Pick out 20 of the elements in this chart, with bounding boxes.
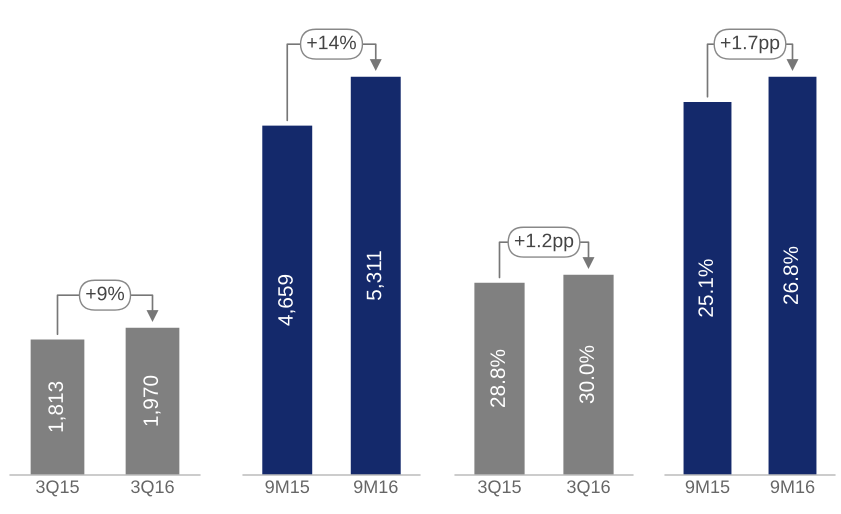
data-label: 1,970: [143, 376, 161, 426]
x-tick-label: 9M16: [770, 480, 814, 494]
text: +1.2pp: [514, 234, 574, 252]
data-label: 5,311: [366, 251, 384, 300]
x-tick-label: 9M15: [266, 480, 310, 494]
x-tick-label: 3Q15: [36, 480, 79, 496]
x-tick-label: 3Q16: [131, 480, 174, 496]
data-label: 1,813: [48, 382, 66, 432]
text: +1.7pp: [720, 36, 780, 54]
x-tick-label: 9M15: [686, 480, 730, 494]
data-label: 4,659: [278, 274, 296, 326]
data-label: 26.8%: [783, 246, 798, 304]
text: +14%: [307, 36, 356, 50]
data-label: 25.1%: [698, 259, 714, 317]
text: +9%: [86, 286, 124, 300]
x-tick-label: 3Q16: [567, 480, 610, 496]
x-tick-label: 9M16: [354, 480, 398, 494]
x-tick-label: 3Q15: [478, 480, 521, 496]
data-label: 28.8%: [490, 350, 506, 408]
data-label: 30.0%: [579, 346, 594, 404]
